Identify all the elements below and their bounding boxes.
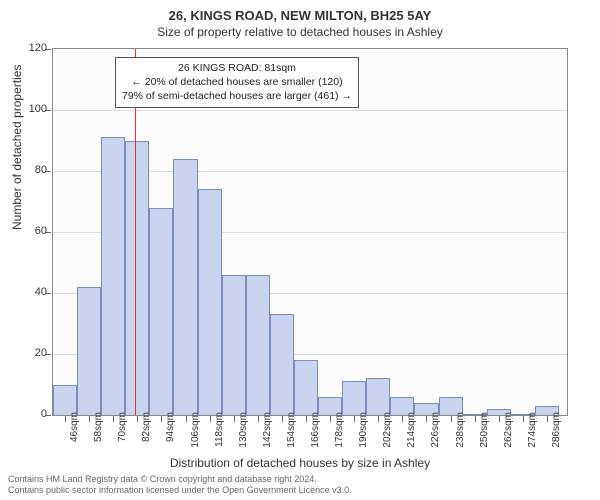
x-tick xyxy=(186,416,187,422)
x-tick xyxy=(499,416,500,422)
page-subtitle: Size of property relative to detached ho… xyxy=(0,23,600,39)
histogram-bar xyxy=(294,360,318,415)
x-tick-label: 226sqm xyxy=(430,412,441,448)
footer-line-2: Contains public sector information licen… xyxy=(8,485,352,496)
info-box: 26 KINGS ROAD: 81sqm← 20% of detached ho… xyxy=(115,57,359,108)
y-axis-title: Number of detached properties xyxy=(10,65,24,230)
histogram-bar xyxy=(101,137,125,415)
x-tick-label: 46sqm xyxy=(69,412,80,442)
x-tick-label: 202sqm xyxy=(382,412,393,448)
histogram-bar xyxy=(270,314,294,415)
x-tick-label: 238sqm xyxy=(455,412,466,448)
x-tick-label: 286sqm xyxy=(551,412,562,448)
x-axis-title: Distribution of detached houses by size … xyxy=(0,456,600,470)
x-tick-label: 106sqm xyxy=(190,412,201,448)
x-tick-label: 214sqm xyxy=(406,412,417,448)
y-tick-label: 60 xyxy=(19,225,47,237)
x-tick-label: 58sqm xyxy=(93,412,104,442)
y-tick-label: 80 xyxy=(19,164,47,176)
x-tick xyxy=(65,416,66,422)
x-tick xyxy=(547,416,548,422)
histogram-bar xyxy=(198,189,222,415)
x-tick-label: 178sqm xyxy=(334,412,345,448)
x-tick xyxy=(402,416,403,422)
info-box-line-3: 79% of semi-detached houses are larger (… xyxy=(122,89,352,103)
histogram-bar xyxy=(77,287,101,415)
x-tick-label: 262sqm xyxy=(503,412,514,448)
y-tick-label: 120 xyxy=(19,42,47,54)
y-tick-label: 100 xyxy=(19,103,47,115)
x-tick xyxy=(523,416,524,422)
x-tick-label: 70sqm xyxy=(117,412,128,442)
x-tick xyxy=(282,416,283,422)
histogram-bar xyxy=(173,159,197,415)
histogram-bar xyxy=(246,275,270,415)
x-tick-label: 82sqm xyxy=(141,412,152,442)
x-tick xyxy=(330,416,331,422)
x-tick xyxy=(306,416,307,422)
chart-container: 26, KINGS ROAD, NEW MILTON, BH25 5AY Siz… xyxy=(0,0,600,500)
page-title: 26, KINGS ROAD, NEW MILTON, BH25 5AY xyxy=(0,0,600,23)
x-tick-label: 94sqm xyxy=(165,412,176,442)
x-tick xyxy=(89,416,90,422)
x-tick-label: 250sqm xyxy=(479,412,490,448)
plot-area: 02040608010012046sqm58sqm70sqm82sqm94sqm… xyxy=(52,48,568,416)
info-box-line-1: 26 KINGS ROAD: 81sqm xyxy=(122,61,352,75)
y-tick-label: 0 xyxy=(19,408,47,420)
x-tick xyxy=(354,416,355,422)
histogram-bar xyxy=(125,141,149,416)
x-tick xyxy=(451,416,452,422)
x-tick xyxy=(137,416,138,422)
histogram-bar xyxy=(366,378,390,415)
x-tick-label: 142sqm xyxy=(262,412,273,448)
histogram-bar xyxy=(342,381,366,415)
footer: Contains HM Land Registry data © Crown c… xyxy=(8,474,352,496)
histogram-bar xyxy=(222,275,246,415)
x-tick xyxy=(426,416,427,422)
x-tick-label: 130sqm xyxy=(238,412,249,448)
x-tick xyxy=(113,416,114,422)
x-tick xyxy=(161,416,162,422)
info-box-line-2: ← 20% of detached houses are smaller (12… xyxy=(122,75,352,89)
chart-area: 02040608010012046sqm58sqm70sqm82sqm94sqm… xyxy=(52,48,568,416)
histogram-bar xyxy=(53,385,77,416)
x-tick-label: 274sqm xyxy=(527,412,538,448)
x-tick xyxy=(475,416,476,422)
y-tick-label: 40 xyxy=(19,286,47,298)
x-tick-label: 154sqm xyxy=(286,412,297,448)
histogram-bar xyxy=(149,208,173,415)
x-tick xyxy=(234,416,235,422)
footer-line-1: Contains HM Land Registry data © Crown c… xyxy=(8,474,352,485)
y-tick-label: 20 xyxy=(19,347,47,359)
x-tick xyxy=(258,416,259,422)
x-tick xyxy=(378,416,379,422)
x-tick xyxy=(210,416,211,422)
x-tick-label: 118sqm xyxy=(214,412,225,447)
gridline xyxy=(53,110,567,111)
x-tick-label: 166sqm xyxy=(310,412,321,448)
x-tick-label: 190sqm xyxy=(358,412,369,448)
